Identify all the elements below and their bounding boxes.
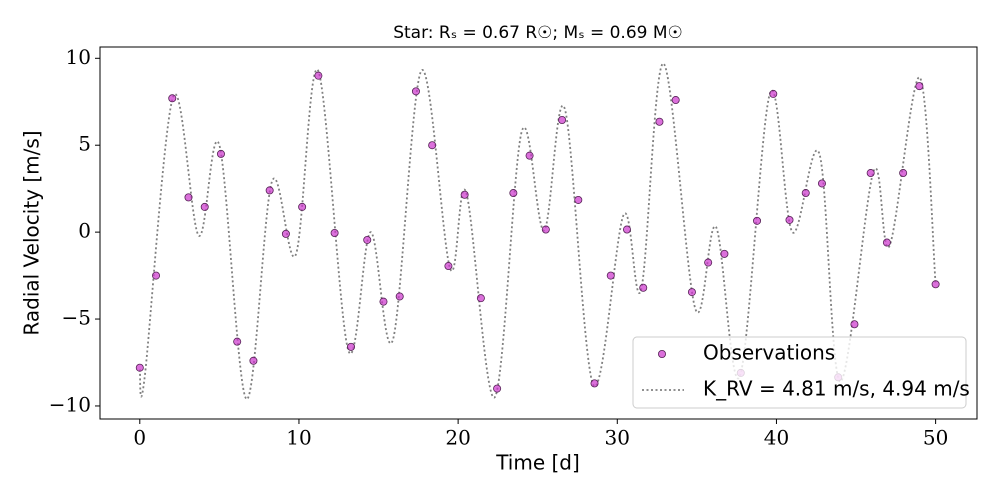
- observation-point: [233, 337, 242, 346]
- y-axis-label: Radial Velocity [m/s]: [20, 130, 44, 335]
- observation-point: [152, 271, 161, 280]
- observation-point: [850, 320, 859, 329]
- observation-point: [444, 262, 453, 271]
- y-tick-label: −5: [62, 306, 91, 330]
- x-tick-label: 50: [923, 426, 948, 450]
- legend-label: K_RV = 4.81 m/s, 4.94 m/s: [703, 377, 970, 401]
- observation-point: [363, 235, 372, 244]
- observation-point: [298, 202, 307, 211]
- observation-point: [428, 141, 437, 150]
- legend-box: [632, 336, 967, 409]
- x-tick-label: 20: [445, 426, 470, 450]
- x-tick-label: 30: [605, 426, 630, 450]
- observation-point: [655, 117, 664, 126]
- chart-title: Star: Rₛ = 0.67 R☉; Mₛ = 0.69 M☉: [393, 23, 683, 43]
- x-tick-label: 40: [764, 426, 789, 450]
- observation-point: [753, 216, 762, 225]
- observation-point: [687, 288, 696, 297]
- observation-point: [590, 379, 599, 388]
- observation-point: [216, 149, 225, 158]
- observation-point: [541, 225, 550, 234]
- observation-point: [330, 228, 339, 237]
- observation-point: [866, 169, 875, 178]
- plot-frame: [99, 46, 978, 420]
- observation-point: [314, 71, 323, 80]
- observation-point: [476, 294, 485, 303]
- x-tick-label: 0: [133, 426, 146, 450]
- observation-point: [493, 384, 502, 393]
- observation-point: [281, 229, 290, 238]
- y-tick-label: 10: [66, 45, 91, 69]
- observation-point: [622, 225, 631, 234]
- observation-point: [509, 189, 518, 198]
- observation-point: [817, 179, 826, 188]
- observation-point: [785, 215, 794, 224]
- observation-point: [671, 96, 680, 105]
- y-tick-label: 5: [78, 132, 91, 156]
- legend-marker: [658, 349, 667, 358]
- observation-point: [411, 87, 420, 96]
- y-tick-label: −10: [49, 392, 91, 416]
- observation-point: [135, 363, 144, 372]
- observation-point: [265, 186, 274, 195]
- observation-point: [769, 89, 778, 98]
- observation-point: [379, 297, 388, 306]
- observation-point: [347, 342, 356, 351]
- observation-point: [882, 238, 891, 247]
- x-axis-label: Time [d]: [495, 451, 580, 475]
- observation-point: [801, 189, 810, 198]
- observation-point: [639, 283, 648, 292]
- observation-point: [168, 94, 177, 103]
- observation-point: [915, 82, 924, 91]
- observation-point: [525, 151, 534, 160]
- observation-point: [899, 169, 908, 178]
- observation-point: [606, 271, 615, 280]
- observation-point: [558, 116, 567, 125]
- observation-point: [200, 202, 209, 211]
- model-line: [138, 62, 937, 400]
- observation-point: [184, 193, 193, 202]
- x-tick-label: 10: [286, 426, 311, 450]
- observation-point: [574, 195, 583, 204]
- legend-label: Observations: [703, 341, 835, 365]
- observation-point: [249, 356, 258, 365]
- observation-point: [395, 292, 404, 301]
- observation-point: [720, 249, 729, 258]
- y-tick-label: 0: [78, 219, 91, 243]
- observation-point: [460, 190, 469, 199]
- observation-point: [931, 280, 940, 289]
- observation-point: [704, 258, 713, 267]
